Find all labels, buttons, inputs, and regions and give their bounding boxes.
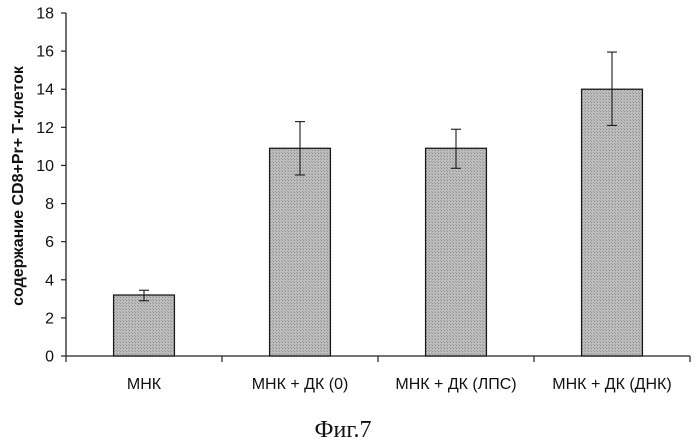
y-tick-label: 2 (45, 310, 54, 327)
bar (582, 89, 643, 356)
category-label: МНК + ДК (0) (252, 376, 349, 393)
y-axis-title: содержание CD8+Pr+ Т-клеток (10, 65, 27, 306)
y-tick-label: 10 (36, 158, 54, 175)
category-label: МНК + ДК (ЛПС) (395, 376, 516, 393)
y-ticks: 0 2 4 6 8 10 12 14 16 18 (36, 6, 66, 366)
y-tick-label: 12 (36, 120, 54, 137)
y-tick-label: 16 (36, 44, 54, 61)
figure-caption: Фиг.7 (315, 417, 372, 443)
bars (114, 89, 643, 356)
y-tick-label: 18 (36, 6, 54, 23)
y-tick-label: 6 (45, 234, 54, 251)
category-label: МНК + ДК (ДНК) (552, 376, 671, 393)
y-tick-label: 8 (45, 196, 54, 213)
category-label: МНК (127, 376, 162, 393)
bar (114, 295, 175, 356)
error-bars (139, 52, 617, 301)
bar (426, 148, 487, 356)
y-tick-label: 14 (36, 82, 54, 99)
x-ticks (66, 356, 690, 362)
bar (270, 148, 331, 356)
chart-figure: содержание CD8+Pr+ Т-клеток 0 2 4 6 8 10 12 14 1… (0, 0, 699, 447)
category-labels: МНК МНК + ДК (0) МНК + ДК (ЛПС) МНК + ДК (Д… (127, 376, 672, 393)
y-tick-label: 4 (45, 272, 54, 289)
y-tick-label: 0 (45, 349, 54, 366)
